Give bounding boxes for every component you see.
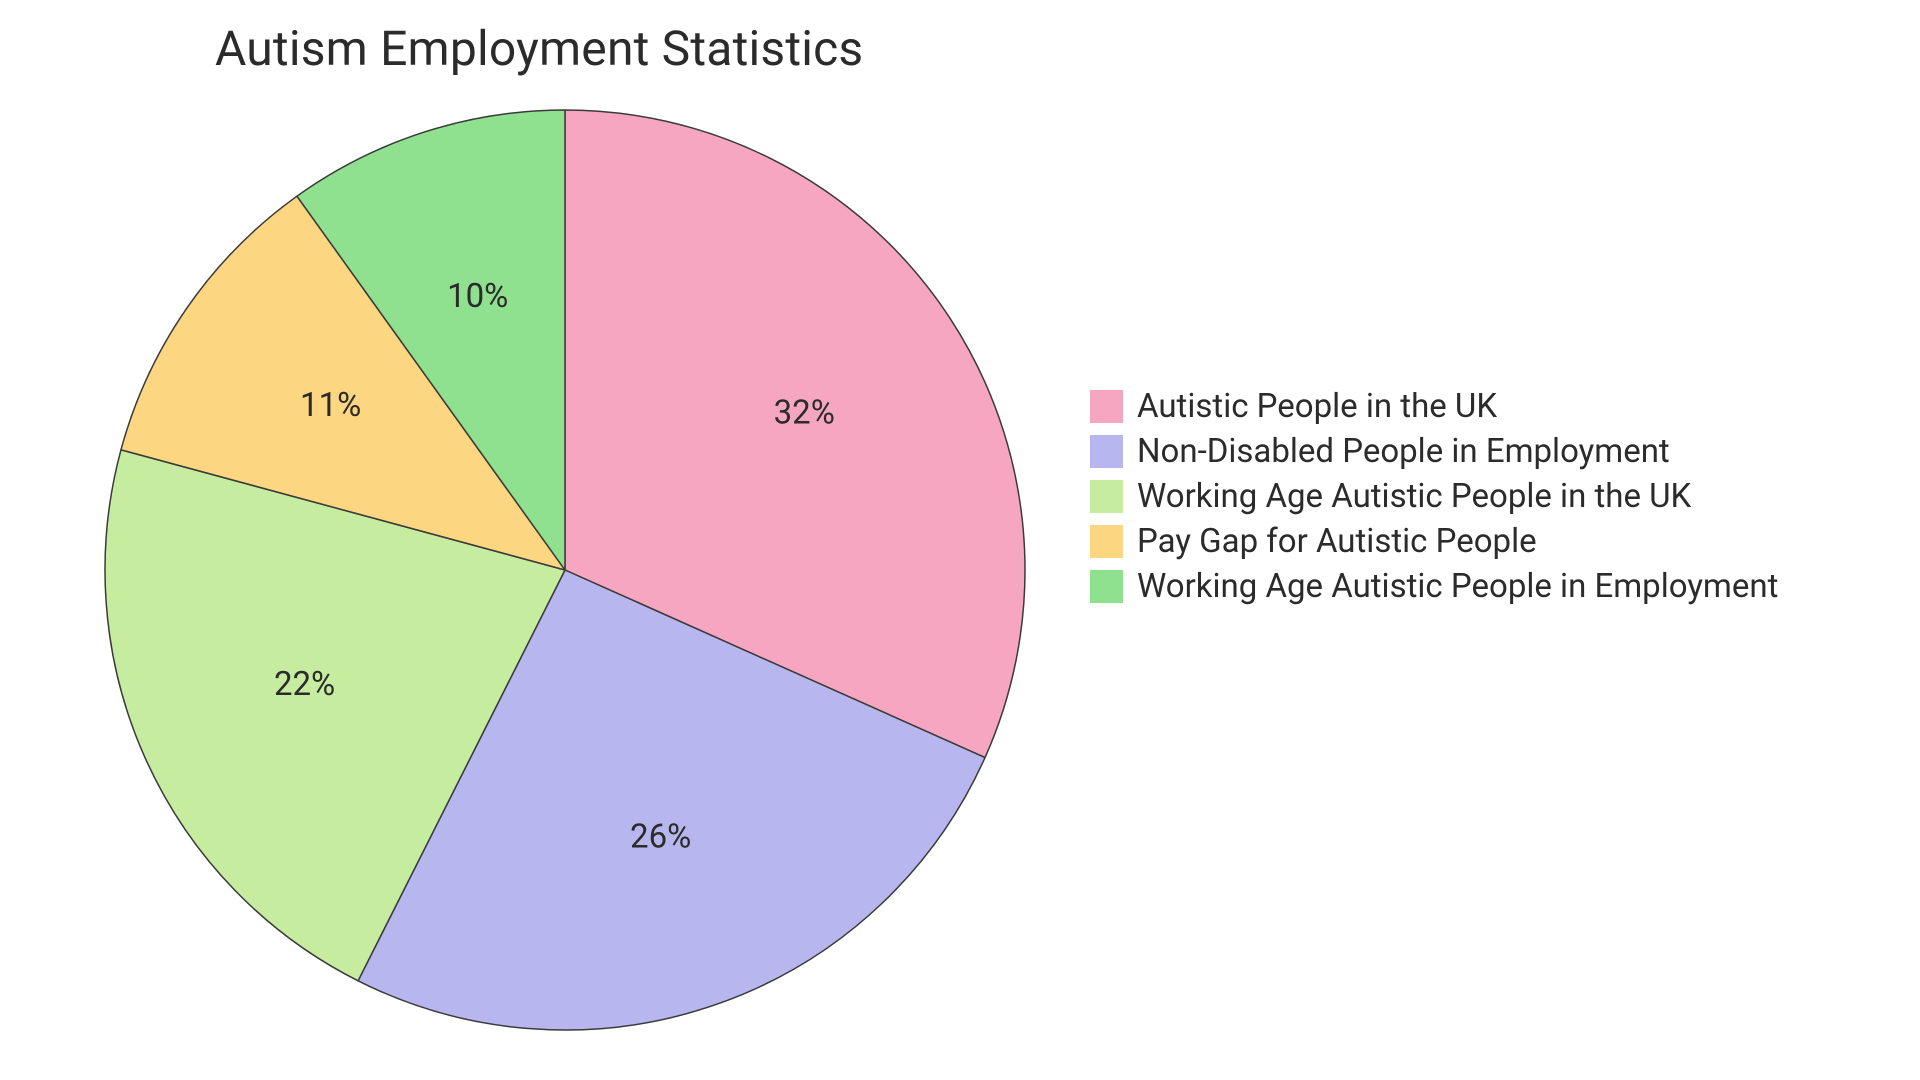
legend-swatch [1090,390,1123,423]
legend-item[interactable]: Non-Disabled People in Employment [1090,435,1778,468]
slice-label: 10% [447,277,508,316]
legend-label: Autistic People in the UK [1137,390,1497,423]
legend-item[interactable]: Autistic People in the UK [1090,390,1778,423]
legend-swatch [1090,570,1123,603]
legend-swatch [1090,480,1123,513]
legend-item[interactable]: Working Age Autistic People in Employmen… [1090,570,1778,603]
legend-item[interactable]: Working Age Autistic People in the UK [1090,480,1778,513]
slice-label: 26% [630,817,691,856]
legend-label: Non-Disabled People in Employment [1137,435,1670,468]
legend: Autistic People in the UK Non-Disabled Pe… [1090,390,1778,615]
pie-svg: 32% 26% 22% 11% 10% [100,105,1030,1035]
slice-label: 11% [300,386,361,425]
pie-chart: 32% 26% 22% 11% 10% [100,105,1030,1035]
legend-swatch [1090,525,1123,558]
legend-item[interactable]: Pay Gap for Autistic People [1090,525,1778,558]
slice-label: 32% [774,394,835,433]
legend-swatch [1090,435,1123,468]
chart-stage: Autism Employment Statistics 32% 26% 22% 11… [0,0,1920,1080]
slice-label: 22% [274,665,335,704]
chart-title: Autism Employment Statistics [215,20,863,77]
legend-label: Working Age Autistic People in the UK [1137,480,1691,513]
legend-label: Working Age Autistic People in Employmen… [1137,570,1778,603]
legend-label: Pay Gap for Autistic People [1137,525,1537,558]
